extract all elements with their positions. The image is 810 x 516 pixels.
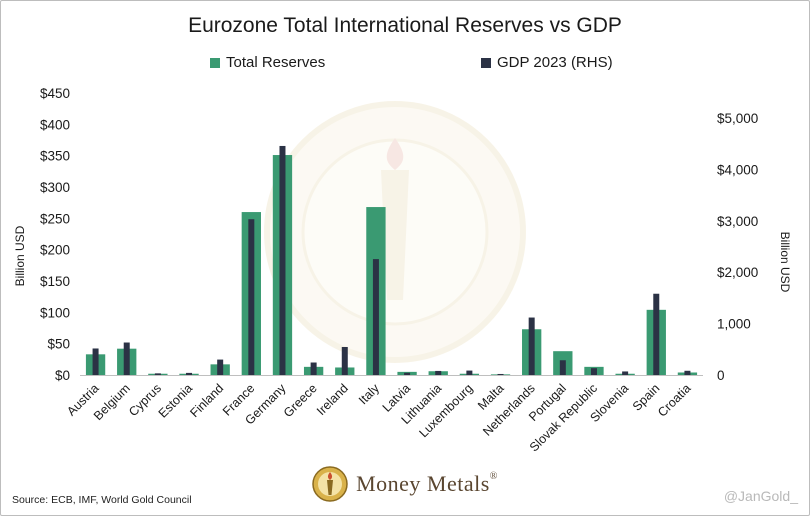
- legend-label-gdp: GDP 2023 (RHS): [497, 54, 613, 71]
- registered-mark: ®: [489, 471, 498, 482]
- logo-text: Money Metals: [356, 471, 490, 496]
- bar-gdp: [653, 293, 660, 375]
- y-axis-label: Billion USD: [13, 225, 27, 286]
- y2-tick-label: 1,000: [717, 317, 751, 332]
- torch-emblem-icon: [312, 466, 348, 502]
- x-tick-label: Croatia: [655, 381, 693, 419]
- chart-title: Eurozone Total International Reserves vs…: [188, 14, 622, 37]
- logo-wordmark: Money Metals®: [356, 471, 498, 497]
- x-tick-label: Finland: [187, 381, 226, 420]
- bar-gdp: [466, 370, 473, 375]
- y2-tick-label: $4,000: [717, 162, 758, 177]
- y-tick-label: $250: [40, 211, 70, 226]
- bar-gdp: [435, 370, 442, 375]
- y-tick-label: $350: [40, 149, 70, 164]
- legend-item-reserves: Total Reserves: [210, 54, 325, 71]
- bar-gdp: [590, 368, 597, 375]
- bar-gdp: [186, 372, 193, 375]
- legend-swatch-gdp: [481, 57, 491, 68]
- money-metals-logo: Money Metals®: [0, 466, 810, 502]
- y-tick-label: $150: [40, 274, 70, 289]
- y2-tick-label: 0: [717, 368, 725, 383]
- bar-gdp: [123, 342, 130, 375]
- bar-gdp: [404, 372, 411, 375]
- bar-gdp: [279, 145, 286, 375]
- x-tick-label: Estonia: [156, 381, 195, 420]
- bar-gdp: [684, 370, 691, 375]
- x-tick-label: Italy: [356, 381, 383, 408]
- bar-gdp: [248, 219, 255, 375]
- author-handle: @JanGold_: [723, 488, 798, 504]
- x-tick-label: Greece: [281, 381, 320, 420]
- bar-gdp: [92, 348, 99, 375]
- y-tick-label: $0: [55, 368, 70, 383]
- x-tick-label: Ireland: [314, 381, 351, 418]
- bar-gdp: [310, 362, 317, 375]
- y-tick-label: $100: [40, 305, 70, 320]
- legend-item-gdp: GDP 2023 (RHS): [481, 54, 613, 71]
- bar-gdp: [528, 317, 535, 375]
- bar-gdp: [154, 373, 161, 375]
- source-note: Source: ECB, IMF, World Gold Council: [12, 494, 192, 506]
- bar-gdp: [217, 359, 224, 375]
- legend-swatch-reserves: [210, 57, 220, 68]
- bar-gdp: [559, 360, 566, 375]
- y-tick-label: $400: [40, 117, 70, 132]
- y2-tick-label: $5,000: [717, 111, 758, 126]
- y-tick-label: $200: [40, 243, 70, 258]
- bar-gdp: [622, 371, 629, 375]
- y2-axis-label: Billion USD: [778, 232, 792, 293]
- legend-label-reserves: Total Reserves: [226, 54, 326, 71]
- bar-gdp: [497, 373, 504, 375]
- bar-gdp: [341, 346, 348, 375]
- y-tick-label: $450: [40, 86, 70, 101]
- bar-gdp: [372, 259, 379, 375]
- y-tick-label: $300: [40, 180, 70, 195]
- y2-tick-label: $3,000: [717, 214, 758, 229]
- y-tick-label: $50: [47, 337, 70, 352]
- y2-tick-label: $2,000: [717, 265, 758, 280]
